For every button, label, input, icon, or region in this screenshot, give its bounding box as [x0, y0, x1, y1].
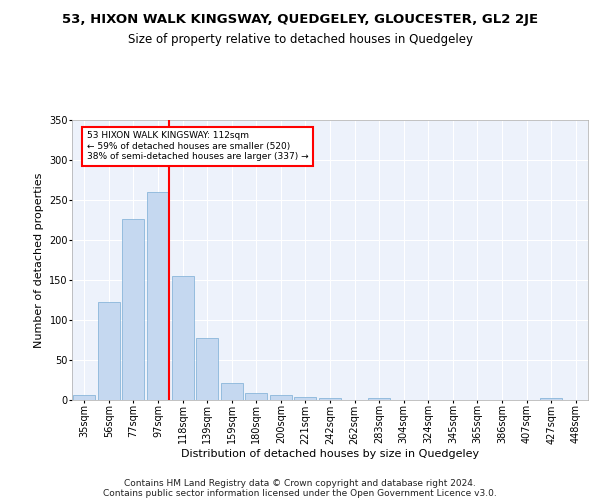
Bar	[122, 219, 145, 400]
Bar	[295, 397, 316, 400]
Bar	[196, 338, 218, 400]
Text: Size of property relative to detached houses in Quedgeley: Size of property relative to detached ho…	[128, 32, 473, 46]
Bar	[245, 393, 268, 400]
Y-axis label: Number of detached properties: Number of detached properties	[34, 172, 44, 348]
Bar	[221, 383, 243, 400]
Bar	[73, 395, 95, 400]
Text: Contains HM Land Registry data © Crown copyright and database right 2024.: Contains HM Land Registry data © Crown c…	[124, 478, 476, 488]
Bar	[98, 302, 120, 400]
Bar	[270, 395, 292, 400]
Bar	[172, 276, 194, 400]
Bar	[368, 398, 390, 400]
Bar	[319, 398, 341, 400]
X-axis label: Distribution of detached houses by size in Quedgeley: Distribution of detached houses by size …	[181, 449, 479, 459]
Text: 53, HIXON WALK KINGSWAY, QUEDGELEY, GLOUCESTER, GL2 2JE: 53, HIXON WALK KINGSWAY, QUEDGELEY, GLOU…	[62, 12, 538, 26]
Bar	[147, 192, 169, 400]
Text: Contains public sector information licensed under the Open Government Licence v3: Contains public sector information licen…	[103, 488, 497, 498]
Text: 53 HIXON WALK KINGSWAY: 112sqm
← 59% of detached houses are smaller (520)
38% of: 53 HIXON WALK KINGSWAY: 112sqm ← 59% of …	[87, 131, 308, 161]
Bar	[540, 398, 562, 400]
